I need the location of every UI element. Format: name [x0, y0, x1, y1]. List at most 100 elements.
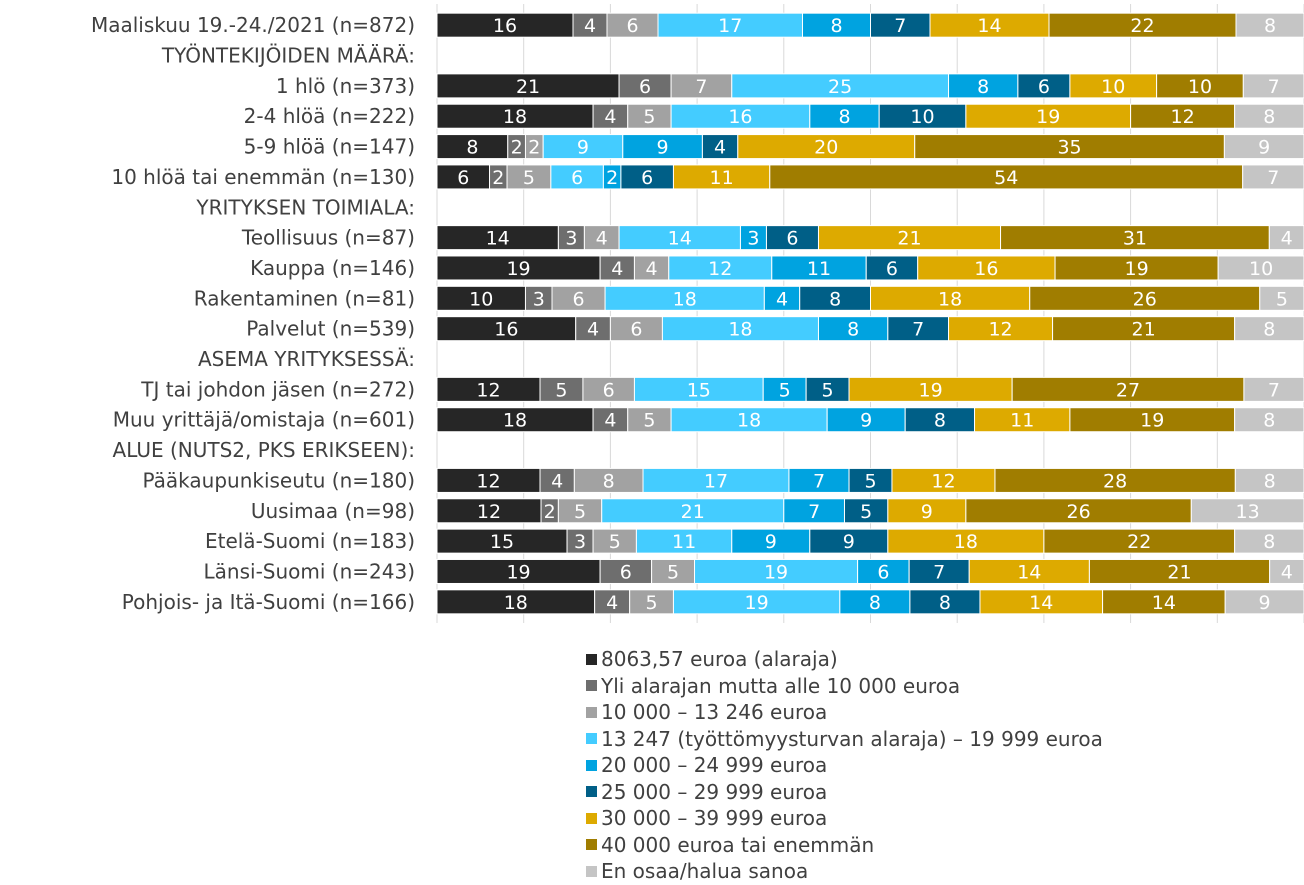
bar-segment [1069, 407, 1236, 433]
bar-segment [670, 73, 733, 99]
row-label: 2-4 hlöä (n=222) [244, 104, 415, 128]
data-label: 10 [1188, 76, 1212, 98]
data-label: 4 [587, 319, 599, 341]
data-label: 5 [1276, 288, 1288, 310]
bar-segment [542, 134, 624, 160]
legend: 8063,57 euroa (alaraja) Yli alarajan mutt… [586, 646, 1103, 885]
data-label: 7 [933, 561, 945, 583]
data-label: 5 [667, 561, 679, 583]
bar-segment [1234, 467, 1304, 493]
data-label: 25 [828, 76, 852, 98]
data-label: 6 [786, 228, 798, 250]
legend-swatch [586, 680, 597, 692]
bar-segment [870, 12, 931, 38]
data-label: 4 [604, 106, 616, 128]
data-label: 11 [807, 258, 831, 280]
bar-segment [929, 12, 1050, 38]
data-label: 6 [1038, 76, 1050, 98]
bar-segment [771, 255, 867, 281]
group-header-label: YRITYKSEN TOIMIALA: [195, 195, 415, 219]
group-header-label: ASEMA YRITYKSESSÄ: [198, 347, 415, 371]
data-label: 4 [596, 228, 608, 250]
data-label: 8 [1264, 15, 1276, 37]
bar-segment [436, 467, 541, 493]
bar-segment [592, 528, 637, 554]
data-label: 19 [745, 592, 769, 614]
data-label: 15 [490, 531, 514, 553]
bar-segment [974, 407, 1071, 433]
data-label: 5 [555, 379, 567, 401]
data-label: 11 [672, 531, 696, 553]
bar-segment [762, 376, 807, 402]
bar-segment [524, 285, 553, 311]
bar-segment [1102, 589, 1226, 615]
data-label: 15 [687, 379, 711, 401]
legend-swatch [586, 865, 597, 877]
bar-segment [1259, 285, 1304, 311]
data-label: 10 [910, 106, 934, 128]
data-label: 21 [1167, 561, 1191, 583]
bar-segment [783, 498, 845, 524]
data-label: 14 [486, 228, 510, 250]
data-label: 18 [673, 288, 697, 310]
bar-segment [1011, 376, 1245, 402]
legend-swatch [586, 733, 597, 745]
data-label: 22 [1130, 15, 1154, 37]
bar-segment [436, 376, 541, 402]
data-label: 17 [704, 470, 728, 492]
data-label: 9 [577, 137, 589, 159]
data-label: 8 [603, 470, 615, 492]
row-label: Palvelut (n=539) [246, 317, 415, 341]
bar-segment [557, 498, 603, 524]
data-label: 5 [860, 501, 872, 523]
data-label: 54 [994, 167, 1018, 189]
bar-segment [599, 558, 653, 584]
bar-segment [594, 589, 631, 615]
bar-segment [670, 103, 811, 129]
data-label: 6 [641, 167, 653, 189]
data-label: 6 [639, 76, 651, 98]
bar-segment [914, 134, 1225, 160]
bar-segment [826, 407, 906, 433]
data-label: 9 [1258, 137, 1270, 159]
data-label: 7 [894, 15, 906, 37]
data-label: 5 [574, 501, 586, 523]
bar-segment [436, 407, 594, 433]
data-label: 2 [511, 137, 523, 159]
bar-segment [1029, 285, 1261, 311]
bar-segment [948, 73, 1019, 99]
legend-item: 40 000 euroa tai enemmän [586, 832, 1103, 859]
data-label: 9 [1259, 592, 1271, 614]
data-label: 19 [764, 561, 788, 583]
data-label: 4 [606, 592, 618, 614]
data-label: 9 [765, 531, 777, 553]
bar-segment [436, 255, 601, 281]
bar-segment [642, 467, 790, 493]
data-label: 26 [1133, 288, 1157, 310]
data-label: 3 [747, 228, 759, 250]
bar-segment [739, 225, 767, 251]
legend-swatch [586, 786, 597, 798]
bar-segment [870, 285, 1031, 311]
data-label: 11 [1010, 410, 1034, 432]
bar-segment [887, 498, 967, 524]
data-label: 5 [779, 379, 791, 401]
legend-label: 8063,57 euroa (alaraja) [601, 647, 838, 672]
data-label: 6 [573, 288, 585, 310]
data-label: 5 [646, 592, 658, 614]
data-label: 12 [708, 258, 732, 280]
legend-label: 20 000 – 24 999 euroa [601, 753, 828, 778]
data-label: 7 [813, 470, 825, 492]
bar-segment [865, 255, 919, 281]
data-label: 2 [492, 167, 504, 189]
data-label: 7 [1267, 167, 1279, 189]
legend-item: 20 000 – 24 999 euroa [586, 752, 1103, 779]
bar-segment [917, 255, 1056, 281]
row-label: 10 hlöä tai enemmän (n=130) [111, 165, 415, 189]
bar-segment [1156, 73, 1244, 99]
data-label: 6 [620, 561, 632, 583]
bar-segment [672, 589, 841, 615]
legend-swatch [586, 839, 597, 851]
bar-segment [1052, 316, 1236, 342]
legend-item: 10 000 – 13 246 euroa [586, 699, 1103, 726]
